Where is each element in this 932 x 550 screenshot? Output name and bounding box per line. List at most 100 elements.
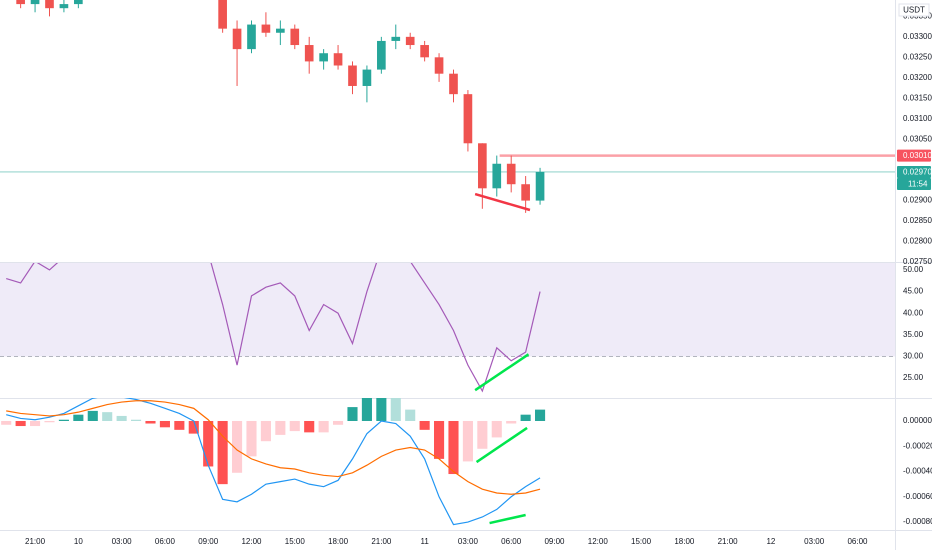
candle-body: [333, 53, 343, 66]
candle-body: [377, 40, 386, 70]
histogram-bar: [434, 420, 445, 459]
rsi-band: [0, 263, 895, 357]
candle-body: [45, 0, 54, 9]
candle-body: [391, 36, 401, 41]
candle-body: [449, 73, 458, 95]
histogram-bar: [275, 420, 286, 435]
trend-line: [475, 426, 528, 464]
trend-line: [489, 513, 526, 525]
y-tick-label: 0.00000: [903, 416, 932, 425]
x-tick-label: 18:00: [674, 537, 695, 546]
price-label: 0.03010: [903, 151, 932, 160]
x-tick-label: 03:00: [804, 537, 825, 546]
currency-label: USDT: [903, 6, 925, 15]
candle-body: [290, 28, 300, 46]
y-tick-label: 0.03300: [903, 32, 932, 41]
histogram-bar: [376, 398, 387, 421]
y-tick-label: -0.00040: [903, 467, 932, 476]
y-tick-label: -0.00060: [903, 492, 932, 501]
y-tick-label: 0.03200: [903, 73, 932, 82]
histogram-bar: [304, 420, 315, 433]
macd-line: [6, 398, 541, 526]
x-tick-label: 18:00: [328, 537, 349, 546]
y-tick-label: 40.00: [903, 308, 924, 317]
y-tick-label: 45.00: [903, 287, 924, 296]
x-tick-label: 11: [420, 537, 429, 546]
histogram-bar: [73, 414, 84, 421]
x-tick-label: 09:00: [198, 537, 219, 546]
price-pane: [0, 0, 895, 213]
histogram-bar: [131, 419, 142, 421]
histogram-bar: [232, 420, 243, 473]
y-tick-label: 50.00: [903, 265, 924, 274]
rsi-pane: [0, 263, 895, 393]
candle-body: [232, 28, 242, 50]
histogram-bar: [1, 420, 12, 425]
histogram-bar: [390, 398, 401, 421]
currency-box: [898, 3, 930, 17]
candle-body: [463, 94, 473, 144]
histogram-bar: [419, 420, 430, 430]
candle-body: [348, 65, 357, 86]
candle-body: [276, 28, 285, 33]
x-tick-label: 09:00: [544, 537, 565, 546]
x-tick-label: 21:00: [371, 537, 392, 546]
y-tick-label: 35.00: [903, 330, 924, 339]
macd-line: [6, 400, 541, 495]
y-tick-label: 0.02750: [903, 257, 932, 266]
histogram-bar: [116, 415, 127, 421]
price-label-box: [897, 165, 931, 178]
x-tick-label: 03:00: [112, 537, 133, 546]
histogram-bar: [333, 420, 344, 425]
candle-body: [218, 0, 227, 29]
candle-body: [535, 171, 545, 201]
x-tick-label: 12:00: [241, 537, 262, 546]
histogram-bar: [15, 420, 26, 427]
countdown-box: [897, 177, 931, 190]
candle-body: [74, 0, 83, 5]
candle-body: [319, 53, 328, 62]
histogram-bar: [44, 420, 55, 423]
candle-body: [304, 45, 314, 62]
histogram-bar: [477, 420, 488, 449]
y-tick-label: 0.02900: [903, 196, 932, 205]
x-tick-label: 21:00: [718, 537, 739, 546]
rsi-line: [6, 263, 541, 393]
x-tick-label: 06:00: [501, 537, 522, 546]
histogram-bar: [491, 420, 502, 438]
histogram-bar: [102, 412, 113, 421]
x-tick-label: 12:00: [588, 537, 609, 546]
candle-body: [420, 45, 429, 58]
histogram-bar: [405, 409, 416, 421]
histogram-bar: [174, 420, 185, 430]
price-label: 0.02970: [903, 168, 932, 177]
histogram-bar: [535, 409, 546, 421]
histogram-bar: [217, 420, 228, 485]
candle-body: [247, 24, 256, 50]
candle-body: [521, 184, 530, 201]
histogram-bar: [289, 420, 300, 432]
trend-line: [474, 353, 530, 392]
y-tick-label: 0.03250: [903, 52, 932, 61]
y-tick-label: -0.00080: [903, 517, 932, 526]
y-tick-label: 0.02800: [903, 237, 932, 246]
histogram-bar: [318, 420, 329, 433]
histogram-bar: [246, 420, 257, 457]
y-tick-label: 25.00: [903, 373, 924, 382]
x-tick-label: 03:00: [458, 537, 479, 546]
histogram-bar: [188, 420, 199, 434]
histogram-bar: [347, 407, 358, 421]
candle-body: [362, 69, 372, 86]
x-tick-label: 10: [74, 537, 83, 546]
axes: 0.033500.033000.032500.032000.031500.031…: [25, 3, 932, 546]
x-tick-label: 12: [766, 537, 775, 546]
y-tick-label: 0.03050: [903, 134, 932, 143]
histogram-bar: [87, 410, 98, 421]
y-tick-label: 0.03100: [903, 114, 932, 123]
x-tick-label: 15:00: [285, 537, 306, 546]
histogram-bar: [520, 414, 531, 421]
trend-line: [474, 192, 531, 212]
macd-pane: [1, 398, 546, 526]
candle-body: [492, 163, 502, 189]
